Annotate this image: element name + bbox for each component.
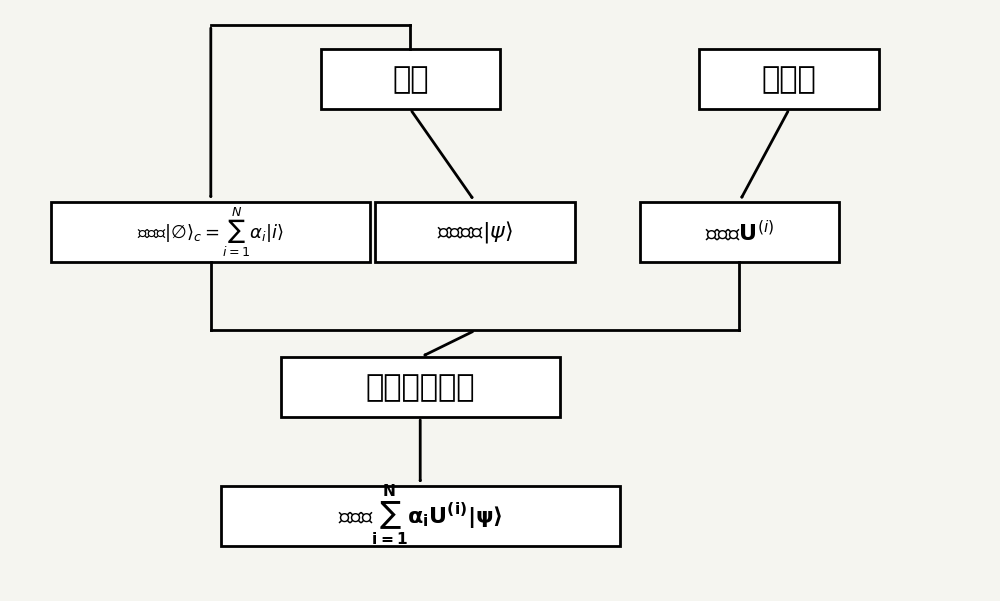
Text: 目标：$\mathbf{\sum_{i=1}^{N}\alpha_i U^{(i)}|\psi\rangle}$: 目标：$\mathbf{\sum_{i=1}^{N}\alpha_i U^{(i… [338, 484, 503, 548]
FancyBboxPatch shape [51, 202, 370, 261]
Text: 输入态：$|\psi\rangle$: 输入态：$|\psi\rangle$ [437, 219, 513, 245]
FancyBboxPatch shape [640, 202, 839, 261]
FancyBboxPatch shape [320, 49, 500, 109]
FancyBboxPatch shape [699, 49, 879, 109]
Text: 算法：$|\varnothing\rangle_c=\sum_{i=1}^{N}\alpha_i|i\rangle$: 算法：$|\varnothing\rangle_c=\sum_{i=1}^{N}… [137, 205, 284, 258]
Text: 服务器: 服务器 [762, 65, 817, 94]
Text: 用户: 用户 [392, 65, 429, 94]
FancyBboxPatch shape [221, 486, 620, 546]
Text: 算子：$\mathbf{U}^{(i)}$: 算子：$\mathbf{U}^{(i)}$ [705, 219, 774, 245]
FancyBboxPatch shape [375, 202, 575, 261]
FancyBboxPatch shape [281, 358, 560, 417]
Text: 线性组合线路: 线性组合线路 [365, 373, 475, 401]
